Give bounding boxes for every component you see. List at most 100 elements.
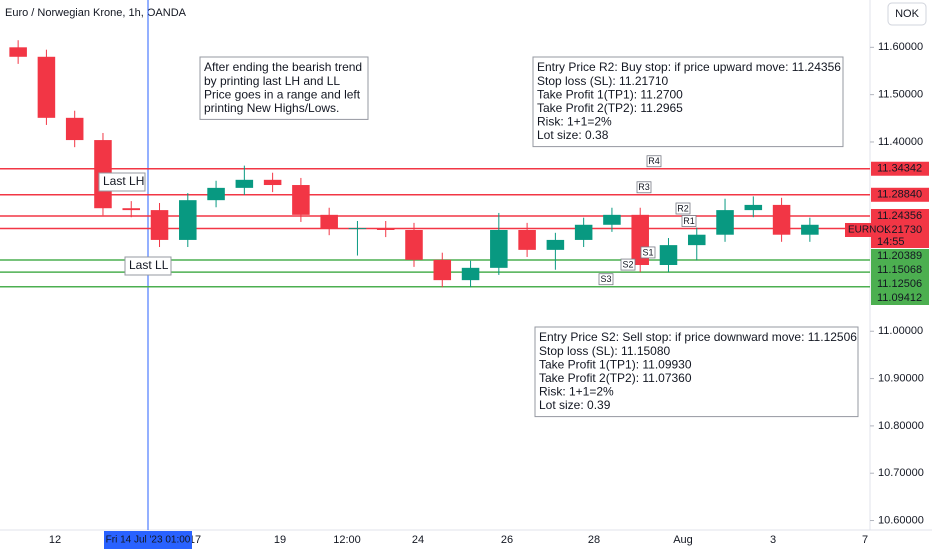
candle-body: [546, 239, 565, 250]
swing-label: Last LL: [129, 258, 169, 272]
price-label: 11.28840: [877, 189, 922, 201]
level-tag: R3: [638, 182, 650, 192]
level-tag: R4: [648, 156, 660, 166]
price-label: 11.09412: [877, 292, 922, 304]
y-tick-label: 10.80000: [878, 420, 924, 432]
price-label: 11.12506: [877, 278, 922, 290]
level-tag-box: [675, 202, 691, 215]
x-tick-label: 19: [274, 534, 286, 546]
note-line: Risk: 1+1=2%: [537, 115, 612, 129]
note-line: Stop loss (SL): 11.15080: [539, 344, 671, 358]
currency-label[interactable]: NOK: [895, 8, 920, 20]
candle-body: [348, 228, 367, 230]
symbol-tag-box: [845, 222, 885, 237]
note-line: After ending the bearish trend: [204, 60, 362, 74]
level-tag: R2: [677, 203, 689, 213]
note-line: Lot size: 0.39: [539, 398, 611, 412]
candle-body: [490, 229, 508, 268]
price-label-box: [871, 222, 929, 237]
swing-label: Last LH: [103, 174, 144, 188]
note-line: Entry Price S2: Sell stop: if price down…: [539, 330, 857, 344]
candle-body: [179, 200, 197, 240]
note-box: [534, 326, 859, 418]
price-label-box: [871, 290, 929, 305]
price-label-box: [871, 276, 929, 291]
y-tick-label: 11.40000: [878, 136, 923, 148]
x-tick-label: 12: [49, 534, 61, 546]
note-line: Lot size: 0.38: [537, 128, 609, 142]
candle-body: [659, 245, 678, 265]
candle-body: [292, 185, 310, 215]
candle-body: [687, 234, 706, 246]
price-label-box: [871, 262, 929, 277]
currency-button[interactable]: [887, 2, 927, 26]
x-tick-label: 26: [501, 534, 513, 546]
candle-body: [376, 228, 395, 230]
price-label-box: [871, 187, 929, 202]
candle-body: [801, 224, 819, 235]
level-tag-box: [598, 273, 614, 286]
note-line: Take Profit 1(TP1): 11.2700: [537, 87, 683, 101]
price-label: 11.21730: [877, 224, 922, 236]
note-line: Stop loss (SL): 11.21710: [537, 74, 669, 88]
candle-body: [772, 204, 791, 235]
y-tick-label: 11.50000: [878, 89, 923, 101]
y-tick-label: 10.90000: [878, 372, 924, 384]
candle-body: [122, 208, 141, 211]
countdown-box: [871, 235, 929, 248]
candle-body: [150, 210, 169, 240]
candle-body: [37, 56, 56, 118]
candle-body: [9, 47, 27, 57]
price-label-box: [871, 208, 929, 223]
note-box: [532, 56, 844, 148]
countdown: 14:55: [877, 236, 905, 248]
x-tick-label: 28: [588, 534, 600, 546]
note-line: Take Profit 2(TP2): 11.07360: [539, 371, 692, 385]
level-tag-box: [620, 258, 636, 271]
candle-body: [235, 179, 254, 188]
level-tag: S2: [622, 259, 633, 269]
note-box: [199, 56, 369, 120]
swing-label-box: [124, 256, 172, 276]
price-label: 11.15068: [877, 264, 922, 276]
candle-body: [603, 214, 621, 225]
note-line: Risk: 1+1=2%: [539, 385, 614, 399]
price-label-box: [871, 161, 929, 176]
candle-body: [65, 117, 84, 141]
candle-body: [744, 204, 763, 211]
y-tick-label: 11.00000: [878, 325, 923, 337]
note-line: Price goes in a range and left: [204, 87, 361, 101]
crosshair-box: [104, 531, 192, 549]
x-tick-label: 3: [770, 534, 776, 546]
note-line: Entry Price R2: Buy stop: if price upwar…: [537, 60, 841, 74]
level-tag-box: [636, 181, 652, 194]
y-tick-label: 10.60000: [878, 514, 924, 526]
note-line: Take Profit 2(TP2): 11.2965: [537, 101, 683, 115]
candle-body: [405, 229, 423, 260]
level-tag: S3: [600, 274, 611, 284]
level-tag-box: [640, 246, 656, 259]
candle-body: [716, 210, 734, 235]
swing-label-box: [98, 172, 146, 192]
candle-body: [320, 214, 338, 229]
level-tag-box: [681, 215, 697, 227]
price-label: 11.24356: [877, 210, 922, 222]
candle-body: [207, 187, 225, 201]
y-tick-label: 10.70000: [878, 467, 924, 479]
crosshair-label: Fri 14 Jul '23 01:00: [106, 535, 191, 546]
note-line: printing New Highs/Lows.: [204, 101, 339, 115]
chart-title: Euro / Norwegian Krone, 1h, OANDA: [5, 7, 187, 19]
symbol-tag: EURNOK: [848, 225, 891, 236]
candle-body: [461, 267, 480, 281]
level-tag: S1: [642, 247, 653, 257]
note-line: by printing last LH and LL: [204, 74, 340, 88]
candle-body: [518, 229, 536, 250]
note-line: Take Profit 1(TP1): 11.09930: [539, 357, 692, 371]
candle-body: [263, 179, 282, 186]
candle-body: [433, 259, 452, 281]
price-label: 11.20389: [877, 250, 922, 262]
price-label: 11.34342: [877, 163, 922, 175]
x-tick-label: 12:00: [333, 534, 361, 546]
level-tag: R1: [683, 216, 695, 226]
